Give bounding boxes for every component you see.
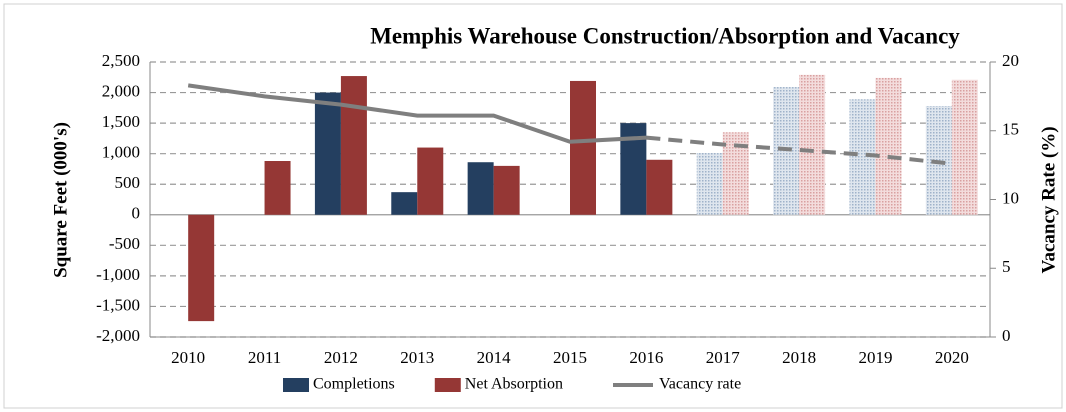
y2-tick-label: 15 (1002, 120, 1019, 139)
y-tick-label: -2,000 (96, 326, 140, 345)
legend-label: Completions (313, 376, 395, 393)
bar (391, 192, 418, 215)
y-tick-label: -500 (109, 234, 140, 253)
y-tick-label: 0 (132, 204, 141, 223)
y-tick-label: 2,000 (102, 81, 140, 100)
legend-label: Net Absorption (465, 376, 563, 393)
y2-tick-label: 0 (1002, 326, 1011, 345)
y2-tick-label: 5 (1002, 257, 1011, 276)
frame (3, 3, 1063, 409)
y-tick-label: 1,500 (102, 112, 140, 131)
x-tick-label: 2012 (324, 348, 358, 367)
y-tick-label: -1,500 (96, 295, 140, 314)
x-tick-label: 2018 (782, 348, 816, 367)
y2-tick-label: 20 (1002, 51, 1019, 70)
x-tick-label: 2014 (477, 348, 512, 367)
chart-title: Memphis Warehouse Construction/Absorptio… (370, 23, 960, 48)
bar (340, 76, 367, 215)
y2-axis-label: Vacancy Rate (%) (1038, 126, 1059, 273)
x-tick-label: 2017 (706, 348, 741, 367)
bar (417, 147, 444, 215)
y-axis-label: Square Feet (000's) (50, 122, 71, 278)
x-tick-label: 2020 (935, 348, 969, 367)
bar (646, 159, 673, 215)
x-tick-label: 2013 (400, 348, 434, 367)
legend-label: Vacancy rate (659, 376, 741, 393)
x-tick-label: 2015 (553, 348, 587, 367)
y2-tick-label: 10 (1002, 188, 1019, 207)
bar (570, 80, 596, 215)
bar (875, 77, 902, 215)
y-tick-label: -1,000 (96, 265, 140, 284)
bar (696, 153, 723, 215)
bar (493, 165, 520, 215)
x-tick-label: 2010 (171, 348, 205, 367)
bar (951, 79, 978, 215)
y-tick-label: 500 (115, 173, 141, 192)
legend-swatch (283, 378, 309, 392)
bar (264, 161, 291, 215)
line (187, 83, 647, 144)
bar (314, 92, 341, 215)
bar (467, 162, 494, 215)
bar (799, 74, 826, 215)
y-tick-label: 2,500 (102, 51, 140, 70)
x-tick-label: 2011 (248, 348, 281, 367)
bar (188, 214, 215, 322)
x-tick-label: 2016 (629, 348, 663, 367)
y-tick-label: 1,000 (102, 143, 140, 162)
x-tick-label: 2019 (858, 348, 892, 367)
line (646, 135, 953, 166)
legend-swatch (434, 378, 461, 392)
